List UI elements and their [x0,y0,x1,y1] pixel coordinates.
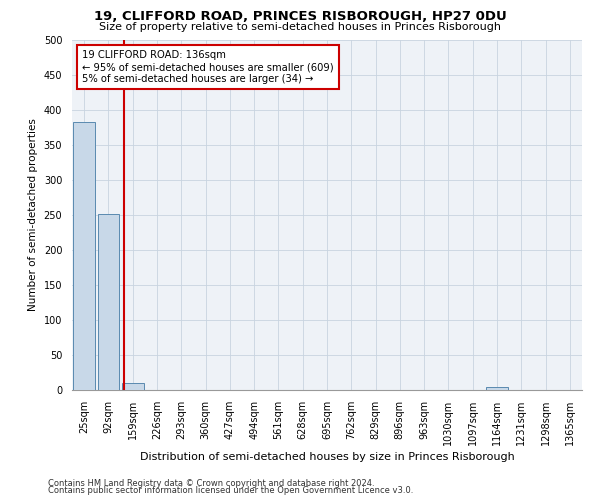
Text: Size of property relative to semi-detached houses in Princes Risborough: Size of property relative to semi-detach… [99,22,501,32]
Text: 19, CLIFFORD ROAD, PRINCES RISBOROUGH, HP27 0DU: 19, CLIFFORD ROAD, PRINCES RISBOROUGH, H… [94,10,506,23]
Bar [73,122,95,390]
Bar [97,214,119,390]
Y-axis label: Number of semi-detached properties: Number of semi-detached properties [28,118,38,312]
Text: Contains HM Land Registry data © Crown copyright and database right 2024.: Contains HM Land Registry data © Crown c… [48,478,374,488]
Bar [122,383,143,390]
Bar [486,386,508,390]
Text: 19 CLIFFORD ROAD: 136sqm
← 95% of semi-detached houses are smaller (609)
5% of s: 19 CLIFFORD ROAD: 136sqm ← 95% of semi-d… [82,50,334,84]
Text: Contains public sector information licensed under the Open Government Licence v3: Contains public sector information licen… [48,486,413,495]
X-axis label: Distribution of semi-detached houses by size in Princes Risborough: Distribution of semi-detached houses by … [140,452,514,462]
